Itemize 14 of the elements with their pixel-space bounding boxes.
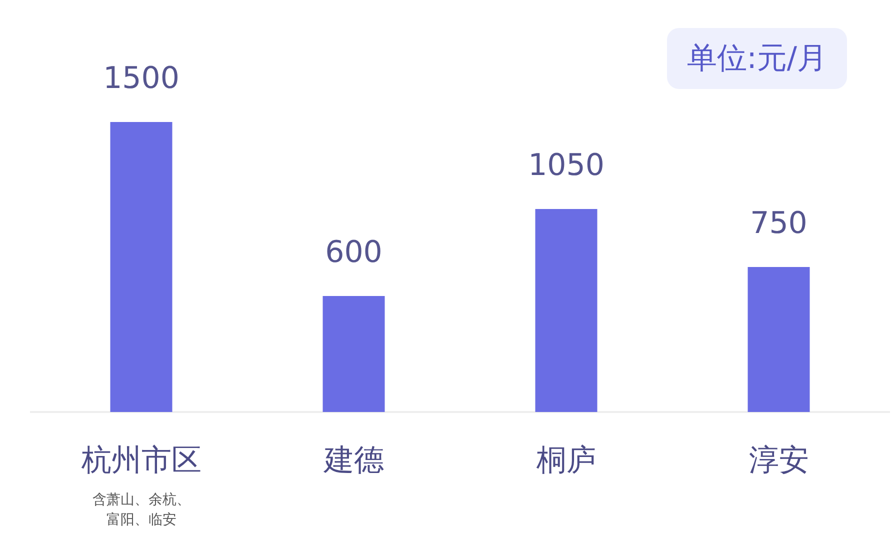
text: 含萧山、余杭、富阳、临安 (91, 491, 192, 530)
x-tick-label: 淳安 (748, 442, 810, 480)
data-label: 750 (750, 206, 808, 241)
data-label: 1050 (528, 148, 604, 183)
bar (322, 296, 385, 412)
x-tick-label: 杭州市区 (80, 442, 202, 480)
x-tick-label: 建德 (322, 442, 385, 480)
x-tick-label: 桐庐 (535, 442, 598, 480)
bar (110, 122, 172, 412)
data-label: 1500 (103, 61, 180, 96)
bar (535, 209, 598, 412)
chart-subtitle: 单位:元/月 (666, 28, 847, 89)
data-label: 600 (325, 235, 382, 270)
bar (748, 267, 810, 412)
